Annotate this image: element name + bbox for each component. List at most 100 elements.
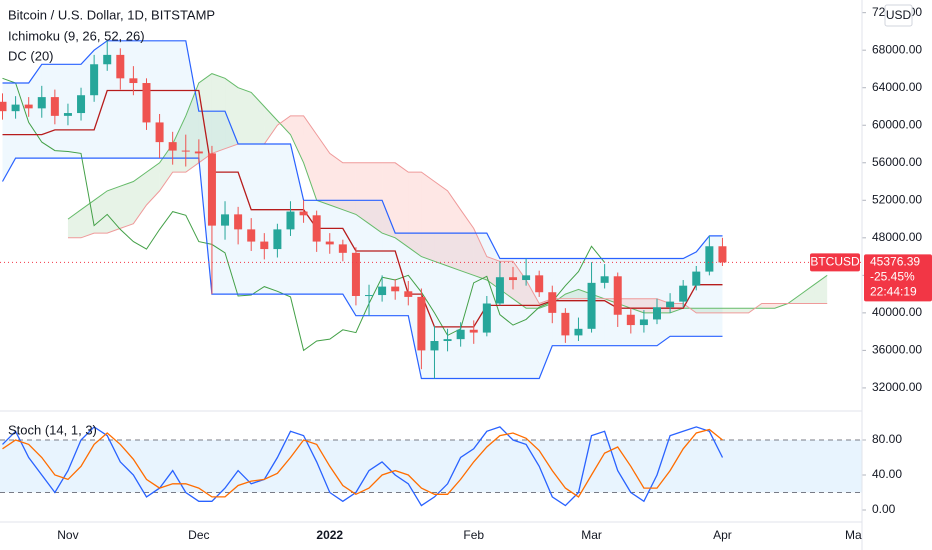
donchian-fill <box>277 144 291 295</box>
donchian-fill <box>329 200 343 295</box>
candle-body <box>430 341 439 351</box>
y-tick-label: 32000.00 <box>872 380 922 394</box>
candle-body <box>116 54 125 79</box>
candle-body <box>626 314 635 326</box>
donchian-lower <box>1 157 723 380</box>
span-b <box>68 115 828 314</box>
cloud-fill <box>421 172 435 262</box>
donchian-fill <box>15 83 29 159</box>
cloud-fill <box>369 162 383 234</box>
symbol-tag-text: BTCUSD <box>810 255 860 269</box>
cloud-fill <box>761 303 775 309</box>
candle-body <box>299 211 308 216</box>
candle-body <box>325 241 334 245</box>
donchian-fill <box>67 64 82 159</box>
candle-body <box>312 215 321 242</box>
candle-body <box>260 241 269 250</box>
cloud-fill <box>238 87 252 145</box>
cloud-fill <box>120 181 134 229</box>
candle-body <box>600 276 609 283</box>
cloud-fill <box>355 162 370 224</box>
cloud-fill <box>395 162 409 248</box>
cloud-fill <box>526 280 540 309</box>
kijun-line <box>2 89 723 328</box>
donchian-fill <box>670 258 684 337</box>
candle-body <box>221 214 230 226</box>
currency-badge[interactable] <box>884 4 913 27</box>
stoch-line <box>2 426 724 507</box>
cloud-fill <box>277 115 291 135</box>
cloud-fill <box>67 209 82 238</box>
cloud-fill <box>316 134 330 205</box>
candle-body <box>653 307 661 320</box>
donchian-fill <box>473 233 487 379</box>
candle-body <box>50 97 59 116</box>
cloud-fill <box>382 162 396 238</box>
candle-body <box>692 271 701 286</box>
candle-body <box>548 292 557 313</box>
symbol-tag <box>810 253 860 272</box>
cloud-fill <box>408 172 422 257</box>
cloud-fill <box>251 92 265 145</box>
donchian-fill <box>657 258 671 346</box>
y-tick-label: 0.00 <box>872 502 896 516</box>
donchian-fill <box>251 144 265 295</box>
currency: USD <box>886 8 912 22</box>
candle-body <box>103 54 112 65</box>
donchian-upper <box>2 40 723 260</box>
cloud-fill <box>800 284 815 304</box>
cloud-fill <box>303 115 317 201</box>
span-a <box>67 73 828 314</box>
candle-body <box>37 97 46 109</box>
stoch-band <box>0 440 862 493</box>
bar-countdown: 22:44:19 <box>870 285 917 299</box>
cloud-fill <box>290 115 304 163</box>
y-tick-label: 40000.00 <box>872 305 922 319</box>
y-tick-label: 36000.00 <box>872 343 922 357</box>
donchian-fill <box>133 40 147 159</box>
cloud-fill <box>722 308 736 313</box>
candle-body <box>456 329 465 340</box>
x-tick-label: Mar <box>581 528 602 542</box>
ichimoku-label: Ichimoku (9, 26, 52, 26) <box>8 28 145 43</box>
plot <box>0 12 866 511</box>
last-price-box <box>864 254 932 302</box>
cloud-fill <box>630 298 644 313</box>
labels: BTCUSD32000.0036000.0040000.0044000.0048… <box>57 5 932 542</box>
cloud-fill <box>264 106 278 145</box>
candle-body <box>90 64 99 96</box>
candle-body <box>522 275 531 281</box>
candle-body <box>469 329 478 333</box>
x-tick-label: Ma <box>845 528 862 542</box>
cloud-fill <box>709 308 723 313</box>
donchian-fill <box>172 40 186 159</box>
candle-body <box>351 252 360 296</box>
candle-body <box>273 229 282 250</box>
candle-body <box>365 295 374 297</box>
cloud-fill <box>329 153 343 210</box>
donchian-fill <box>264 144 278 295</box>
cloud-fill <box>342 162 356 215</box>
x-tick-label: Apr <box>713 528 732 542</box>
price-change: -25.45% <box>870 270 915 284</box>
candle-body <box>705 246 714 272</box>
candle-body <box>391 286 400 292</box>
candle-body <box>24 104 33 109</box>
candle-body <box>378 286 387 296</box>
candle-body <box>443 339 452 342</box>
stoch-label: Stoch (14, 1, 3) <box>8 422 97 437</box>
cloud-fill <box>473 228 487 281</box>
candle-body <box>181 150 190 152</box>
candle-body <box>718 246 727 263</box>
symbol-title: Bitcoin / U.S. Dollar, 1D, BITSTAMP <box>8 7 215 22</box>
cloud-fill <box>735 308 749 313</box>
candle-body <box>338 244 347 253</box>
candle-body <box>77 95 86 114</box>
y-tick-label: 60000.00 <box>872 117 922 131</box>
candle-body <box>404 291 413 297</box>
cloud-fill <box>107 186 121 234</box>
stoch-line <box>2 428 723 498</box>
candle-body <box>155 122 164 143</box>
cloud-fill <box>434 181 448 266</box>
